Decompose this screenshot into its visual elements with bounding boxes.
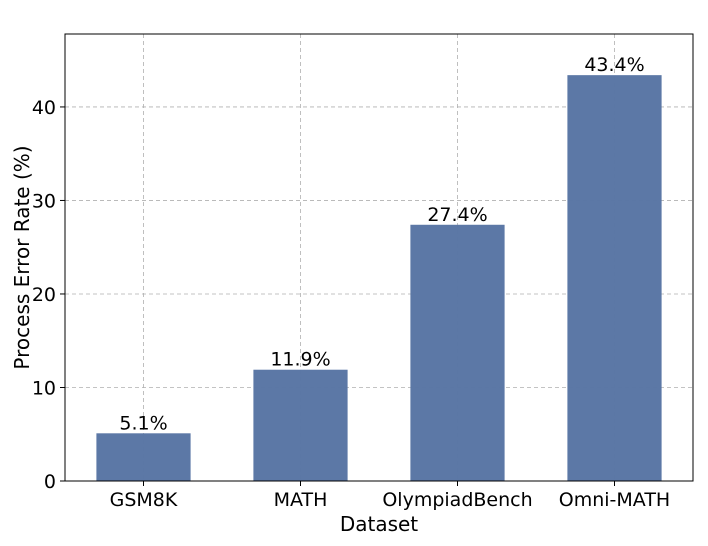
value-labels: 5.1% 11.9% 27.4% 43.4%	[119, 54, 644, 434]
bar-value-label: 5.1%	[119, 412, 167, 434]
bars	[96, 75, 662, 481]
y-tick-label: 40	[32, 97, 56, 119]
y-tick-label: 30	[32, 190, 56, 212]
bar-omni-math	[567, 75, 662, 481]
y-axis-ticks: 0 10 20 30 40	[32, 97, 65, 493]
y-tick-label: 10	[32, 377, 56, 399]
y-tick-label: 20	[32, 284, 56, 306]
x-tick-label: Omni-MATH	[559, 489, 670, 511]
y-tick-label: 0	[44, 471, 56, 493]
bar-value-label: 27.4%	[427, 204, 487, 226]
bar-value-label: 11.9%	[270, 349, 330, 371]
x-axis-label: Dataset	[340, 512, 418, 536]
x-tick-label: MATH	[274, 489, 328, 511]
bar-gsm8k	[96, 433, 191, 481]
x-tick-label: GSM8K	[110, 489, 178, 511]
y-axis-label: Process Error Rate (%)	[10, 145, 34, 369]
plot-frame	[64, 33, 694, 482]
bar-value-label: 43.4%	[584, 54, 644, 76]
x-axis-ticks: GSM8K MATH OlympiadBench Omni-MATH	[110, 481, 670, 511]
x-tick-label: OlympiadBench	[382, 489, 532, 511]
bar-olympiadbench	[410, 224, 505, 481]
bar-math	[253, 369, 348, 481]
